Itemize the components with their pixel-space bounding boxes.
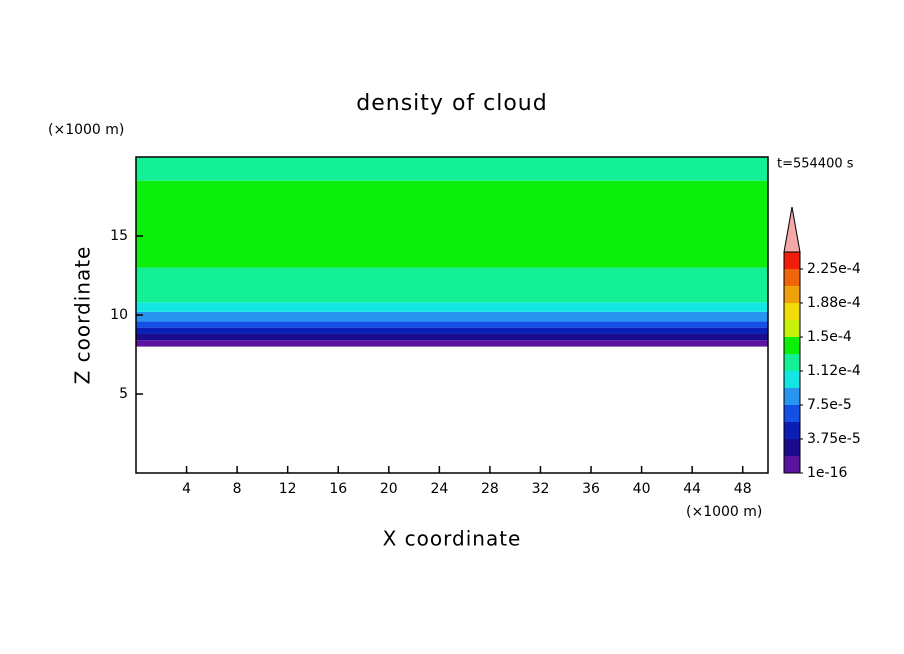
contour-band [136,311,768,322]
x-tick-label: 36 [582,481,600,497]
colorbar-frame [783,251,801,474]
contour-band [136,333,768,341]
x-tick-label: 4 [182,481,191,497]
x-axis-label: X coordinate [383,527,522,551]
colorbar-tick-label: 1.12e-4 [807,363,861,379]
colorbar-swatch [784,320,800,337]
y-axis-label: Z coordinate [71,246,95,385]
colorbar-swatch [784,303,800,320]
colorbar-tick-label: 3.75e-5 [807,431,861,447]
x-tick-label: 16 [329,481,347,497]
colorbar-swatch [784,456,800,473]
y-tick-label: 10 [110,307,128,323]
x-tick-label: 40 [633,481,651,497]
contour-field [136,157,768,347]
colorbar-tick-label: 7.5e-5 [807,397,852,413]
x-tick-label: 32 [532,481,550,497]
colorbar-swatch [784,439,800,456]
x-tick-label: 28 [481,481,499,497]
colorbar-tick-label: 1e-16 [807,465,847,481]
colorbar-swatch [784,269,800,286]
x-tick-label: 8 [233,481,242,497]
y-tick-label: 5 [119,386,128,402]
colorbar-swatch [784,422,800,439]
colorbar-tick-label: 2.25e-4 [807,261,861,277]
contour-band [136,267,768,303]
x-tick-label: 24 [430,481,448,497]
y-tick-label: 15 [110,228,128,244]
colorbar-swatch [784,337,800,354]
contour-band [136,321,768,328]
contour-band [136,157,768,181]
x-tick-label: 20 [380,481,398,497]
contour-band [136,302,768,312]
colorbar-swatch [784,252,800,269]
colorbar-tick-label: 1.5e-4 [807,329,852,345]
chart-title: density of cloud [356,91,547,116]
colorbar-swatch [784,405,800,422]
contour-band [136,327,768,334]
colorbar-swatch [784,388,800,405]
y-unit: (×1000 m) [48,122,124,138]
x-unit: (×1000 m) [686,504,762,520]
colorbar-swatch [784,354,800,371]
x-tick-label: 48 [734,481,752,497]
contour-band [136,340,768,347]
colorbar-swatch [784,286,800,303]
colorbar-tick-label: 1.88e-4 [807,295,861,311]
contour-band [136,180,768,268]
time-label: t=554400 s [777,157,854,172]
x-tick-label: 12 [279,481,297,497]
colorbar-swatch [784,371,800,388]
x-tick-label: 44 [683,481,701,497]
